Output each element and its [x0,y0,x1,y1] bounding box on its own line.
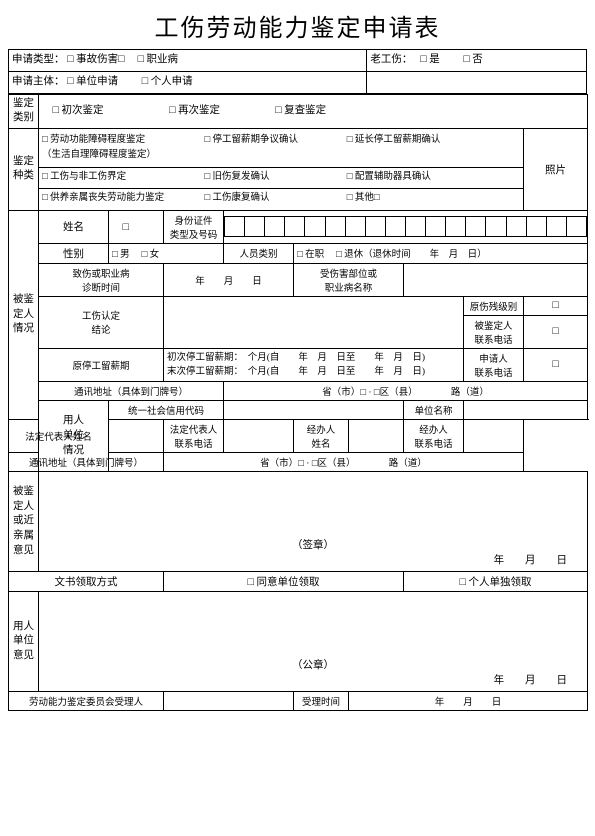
opt-first[interactable]: 初次鉴定 [53,105,104,116]
opt-no[interactable]: 否 [463,54,482,65]
kind-opt9[interactable]: 其他 [347,191,374,206]
receive-time-label: 受理时间 [294,692,349,711]
doc-method-label: 文书领取方式 [9,572,164,592]
injury-unit-value[interactable] [404,263,588,296]
opt-unit-apply[interactable]: 单位申请 [67,76,118,87]
legal-phone-label: 法定代表人 联系电话 [164,420,224,453]
appraisal-category-label: 鉴定 类别 [9,94,39,128]
kind-opt2[interactable]: 停工留薪期争议确认 [204,133,344,148]
main-table: 鉴定 类别 初次鉴定 再次鉴定 复查鉴定 鉴定 种类 劳动功能障碍程度鉴定 （生… [8,94,588,712]
doc-personal[interactable]: 个人单独领取 [460,577,532,588]
diag-time-value[interactable]: 年 月 日 [164,263,294,296]
applicant-phone-label: 申请人 联系电话 [464,348,524,382]
opinion2-date: 年 月 日 [39,672,587,687]
id-grid[interactable] [224,210,588,243]
credit-code-value[interactable] [224,401,404,420]
opt-male[interactable]: 男 [112,250,130,260]
handler-name-label: 经办人 姓名 [294,420,349,453]
employer-addr-label: 通讯地址（具体到门牌号） [9,453,164,472]
appraisee-phone-label: 被鉴定人 联系电话 [464,315,524,348]
kind-opt1[interactable]: 劳动功能障碍程度鉴定 （生活自理障碍程度鉴定） [42,133,202,163]
opt-review[interactable]: 复查鉴定 [275,105,326,116]
legal-rep-value[interactable] [109,420,164,453]
kind-opt6[interactable]: 配置辅助器具确认 [347,170,431,185]
kind-opt3[interactable]: 延长停工留薪期确认 [347,133,441,148]
app-type-label: 申请类型： [12,54,65,65]
legal-rep-label: 法定代表人姓名 [9,420,109,453]
person-addr-value[interactable]: 省（市）□ · □区（县） 路（道） [224,382,588,401]
person-type-label: 人员类别 [224,243,294,263]
opinion1-date: 年 月 日 [39,552,587,567]
handler-phone-label: 经办人 联系电话 [404,420,464,453]
opt-yes[interactable]: 是 [420,54,439,65]
legal-phone-value[interactable] [224,420,294,453]
name-label: 姓名 [39,210,109,243]
opinion2-label: 用人 单位 意见 [9,592,39,692]
opt-female[interactable]: 女 [142,250,160,260]
orig-level-value[interactable]: □ [524,296,588,315]
form-title: 工伤劳动能力鉴定申请表 [8,8,587,43]
kind-opt7[interactable]: 供养亲属丧失劳动能力鉴定 [42,191,202,206]
suspension-label: 原停工留薪期 [39,348,164,382]
injury-unit-label: 受伤害部位或 职业病名称 [294,263,404,296]
credit-code-label: 统一社会信用代码 [109,401,224,420]
susp-first: 初次停工留薪期： 个月(自 年 月 日至 年 月 日) [167,351,460,365]
unit-name-value[interactable] [464,401,588,420]
app-subject-label: 申请主体： [12,76,65,87]
employer-addr-value[interactable]: 省（市）□ · □区（县） 路（道） [164,453,524,472]
opt-personal-apply[interactable]: 个人申请 [142,76,193,87]
receive-time-value[interactable]: 年 月 日 [349,692,588,711]
handler-name-value[interactable] [349,420,404,453]
diag-time-label: 致伤或职业病 诊断时间 [39,263,164,296]
opt-accident[interactable]: 事故伤害 [67,54,118,65]
opinion2-seal: （公章） [39,657,587,672]
person-label: 被鉴 定人 情况 [9,210,39,420]
opinion1-area[interactable]: （签章） 年 月 日 [39,472,588,572]
kind-opt5[interactable]: 旧伤复发确认 [204,170,344,185]
opt-occ-disease[interactable]: 职业病 [138,54,178,65]
person-addr-label: 通讯地址（具体到门牌号） [39,382,224,401]
id-label: 身份证件 类型及号码 [164,210,224,243]
applicant-phone-value[interactable]: □ [524,348,588,382]
name-value[interactable]: □ [109,210,164,243]
unit-name-label: 单位名称 [404,401,464,420]
receiver-value[interactable] [164,692,294,711]
appraisee-phone-value[interactable]: □ [524,315,588,348]
opt-retired[interactable]: 退休（退休时间 年 月 日） [336,250,487,260]
doc-unit[interactable]: 同意单位领取 [248,577,320,588]
receiver-label: 劳动能力鉴定委员会受理人 [9,692,164,711]
old-injury-label: 老工伤： [370,54,407,65]
conclusion-value[interactable] [164,296,464,348]
opt-onjob[interactable]: 在职 [297,250,324,260]
kind-opt8[interactable]: 工伤康复确认 [204,191,344,206]
opinion1-label: 被鉴 定人 或近 亲属 意见 [9,472,39,572]
sex-label: 性别 [39,243,109,263]
handler-phone-value[interactable] [464,420,524,453]
conclusion-label: 工伤认定 结论 [39,296,164,348]
kind-opt4[interactable]: 工伤与非工伤界定 [42,170,202,185]
appraisal-kind-label: 鉴定 种类 [9,128,39,210]
top-section: 申请类型： 事故伤害□ 职业病 老工伤： 是 否 申请主体： 单位申请 个人申请 [8,49,587,94]
opt-retry[interactable]: 再次鉴定 [169,105,220,116]
susp-last: 末次停工留薪期： 个月(自 年 月 日至 年 月 日) [167,365,460,379]
orig-level-label: 原伤残级别 [464,296,524,315]
photo-cell: 照片 [524,128,588,210]
opinion2-area[interactable]: （公章） 年 月 日 [39,592,588,692]
opinion1-seal: （签章） [39,537,587,552]
